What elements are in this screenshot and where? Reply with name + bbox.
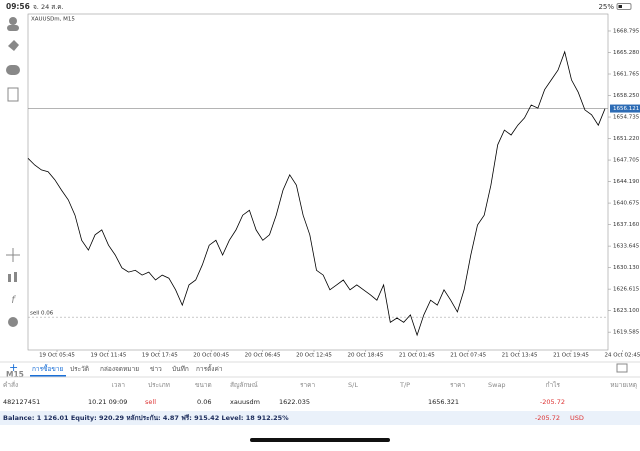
column-header: ขนาด xyxy=(195,381,212,389)
timeframe[interactable]: M15 xyxy=(6,370,24,379)
column-header: ราคา xyxy=(450,381,465,389)
column-header: เวลา xyxy=(111,381,125,389)
y-tick-label: 1651.220 xyxy=(613,136,640,142)
cell-type: sell xyxy=(145,398,156,406)
icon-trade[interactable] xyxy=(8,40,19,51)
column-header: สัญลักษณ์ xyxy=(230,381,258,389)
y-tick-label: 1665.280 xyxy=(613,50,640,56)
icon-objects[interactable] xyxy=(8,317,18,327)
tab[interactable]: ประวัติ xyxy=(70,365,89,373)
x-tick-label: 20 Oct 00:45 xyxy=(193,353,229,359)
x-tick-label: 21 Oct 01:45 xyxy=(399,353,435,359)
column-header: T/P xyxy=(399,381,410,389)
column-header: ราคา xyxy=(300,381,315,389)
icon-account-body xyxy=(7,25,19,31)
icon-candles-2 xyxy=(14,272,17,282)
y-tick-label: 1668.795 xyxy=(613,28,640,34)
balance-text: Balance: 1 126.01 Equity: 920.29 หลักประ… xyxy=(3,414,289,422)
cell-volume: 0.06 xyxy=(197,398,211,406)
layout-icon[interactable] xyxy=(616,363,628,373)
tab[interactable]: การตั้งค่า xyxy=(196,364,223,373)
column-header: Swap xyxy=(488,381,506,389)
y-tick-label: 1640.675 xyxy=(613,201,640,207)
current-price-box xyxy=(610,104,640,113)
status-battery: 25% xyxy=(598,3,614,11)
battery-level xyxy=(618,5,622,8)
tab[interactable]: ข่าว xyxy=(150,365,162,373)
add-button[interactable]: + xyxy=(9,361,18,374)
column-header: S/L xyxy=(348,381,358,389)
icon-doc[interactable] xyxy=(7,87,19,102)
icon-chat[interactable] xyxy=(6,65,20,75)
x-tick-label: 20 Oct 18:45 xyxy=(347,353,383,359)
y-tick-label: 1644.190 xyxy=(613,179,640,185)
column-header: ประเภท xyxy=(148,381,170,389)
icon-candles[interactable] xyxy=(8,274,11,282)
x-tick-label: 19 Oct 05:45 xyxy=(39,353,75,359)
current-price-label: 1656.121 xyxy=(613,106,639,112)
y-tick-label: 1623.100 xyxy=(613,308,640,314)
icon-indicator[interactable]: f xyxy=(11,295,16,306)
cell-symbol: xauusdm xyxy=(230,398,260,406)
balance-profit: -205.72 xyxy=(535,414,560,422)
cell-open-price: 1622.035 xyxy=(279,398,310,406)
column-header: คำสั่ง xyxy=(3,380,18,389)
status-date: จ. 24 ส.ค. xyxy=(33,3,64,11)
balance-currency: USD xyxy=(570,414,584,422)
y-tick-label: 1637.160 xyxy=(613,222,640,228)
y-tick-label: 1619.585 xyxy=(613,330,640,336)
x-tick-label: 24 Oct 02:45 xyxy=(604,353,640,359)
cell-price: 1656.321 xyxy=(428,398,459,406)
chart-frame xyxy=(27,13,609,351)
tab[interactable]: กล่องจดหมาย xyxy=(100,365,139,373)
x-tick-label: 20 Oct 12:45 xyxy=(296,353,332,359)
y-tick-label: 1654.735 xyxy=(613,115,640,121)
toolbar: f xyxy=(6,17,20,327)
x-tick-label: 21 Oct 13:45 xyxy=(502,353,538,359)
x-tick-label: 20 Oct 06:45 xyxy=(245,353,281,359)
y-tick-label: 1633.645 xyxy=(613,244,640,250)
tab-underline xyxy=(30,375,66,377)
icon-crosshair[interactable] xyxy=(6,248,20,262)
x-tick-label: 21 Oct 19:45 xyxy=(553,353,589,359)
icon-account[interactable] xyxy=(9,17,17,25)
y-tick-label: 1647.705 xyxy=(613,158,640,164)
battery-icon xyxy=(616,3,632,10)
x-tick-label: 21 Oct 07:45 xyxy=(450,353,486,359)
status-time: 09:56 xyxy=(6,2,30,11)
x-tick-label: 19 Oct 17:45 xyxy=(142,353,178,359)
column-header: หมายเหตุ xyxy=(610,381,637,389)
cell-time: 10.21 09:09 xyxy=(88,398,127,406)
order-line-label: sell 0.06 xyxy=(30,311,54,317)
y-tick-label: 1661.765 xyxy=(613,72,640,78)
cell-order: 482127451 xyxy=(3,398,40,406)
tab[interactable]: การซื้อขาย xyxy=(32,364,63,373)
price-line xyxy=(27,50,606,337)
y-tick-label: 1626.615 xyxy=(613,287,640,293)
y-tick-label: 1630.130 xyxy=(613,265,640,271)
y-tick-label: 1658.250 xyxy=(613,93,640,99)
tab[interactable]: บันทึก xyxy=(172,365,189,373)
x-tick-label: 19 Oct 11:45 xyxy=(90,353,126,359)
chart-title: XAUUSDm, M15 xyxy=(31,17,75,23)
balance-bar xyxy=(0,411,640,425)
column-header: กำไร xyxy=(546,381,561,389)
cell-profit: -205.72 xyxy=(540,398,565,406)
home-indicator xyxy=(250,438,390,442)
